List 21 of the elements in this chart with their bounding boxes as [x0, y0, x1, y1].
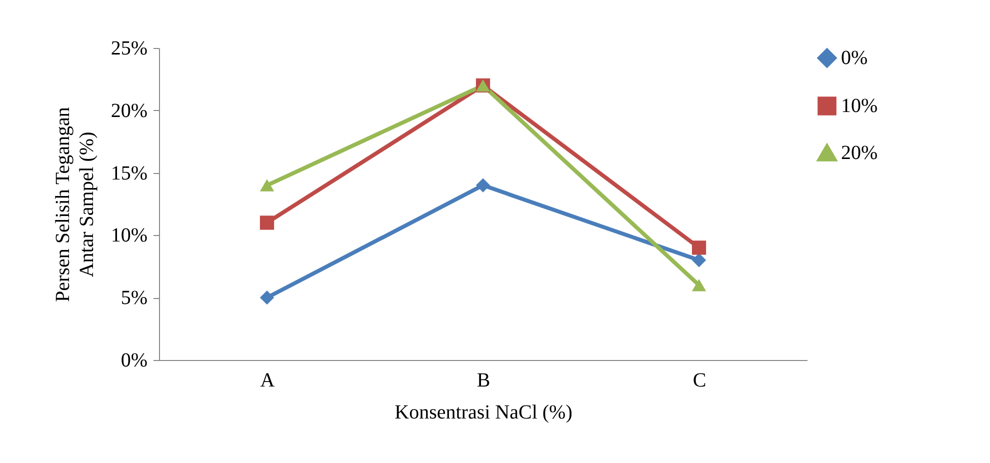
point: [692, 240, 706, 255]
y-tick-label: 25%: [110, 38, 148, 60]
y-tick-label: 0%: [120, 350, 148, 372]
y-tick-label: 15%: [110, 162, 148, 184]
y-axis-title: Persen Selisih Tegangan Antar Sampel (%): [52, 107, 98, 302]
point: [476, 178, 490, 192]
x-tick-label: A: [260, 370, 276, 392]
x-tick-label: C: [692, 370, 706, 392]
y-tick-label: 5%: [120, 287, 148, 310]
y-tick-label: 10%: [110, 224, 148, 247]
point: [260, 179, 274, 192]
legend-label: 20%: [841, 142, 878, 164]
legend-label: 10%: [841, 95, 878, 117]
y-tick-label: 20%: [110, 100, 148, 122]
point: [692, 278, 706, 292]
point: [260, 216, 274, 230]
legend-label: 0%: [841, 47, 868, 69]
point: [260, 290, 274, 305]
point: [692, 253, 706, 268]
x-axis-title: Konsentrasi NaCl (%): [394, 402, 572, 424]
x-tick-label: B: [476, 370, 490, 392]
